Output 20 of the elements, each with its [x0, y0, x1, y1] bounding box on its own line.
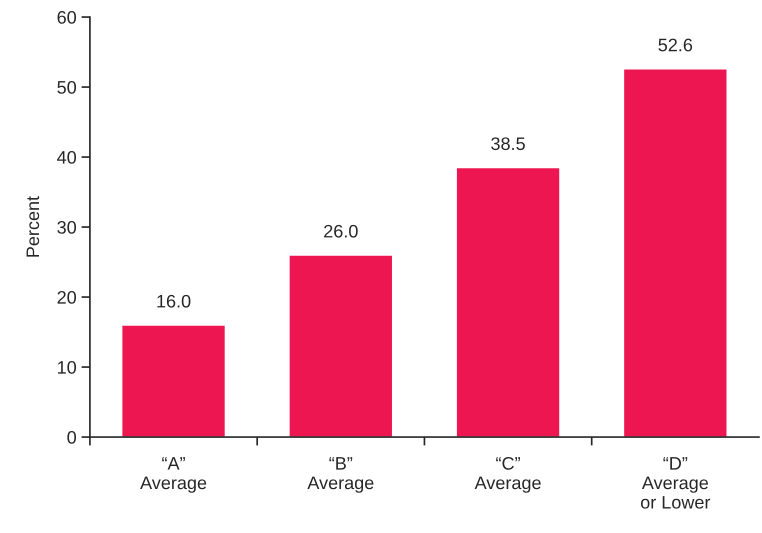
- y-tick-label: 30: [57, 220, 76, 234]
- x-tick-label: “B” Average: [307, 457, 374, 493]
- data-label: 52.6: [658, 38, 692, 52]
- y-tick-label: 60: [58, 10, 76, 24]
- y-axis-title: Percent: [26, 196, 40, 257]
- y-tick-label: 20: [58, 290, 76, 304]
- x-tick-label: “C” Average: [474, 456, 541, 493]
- bar: [622, 68, 728, 438]
- x-tick-label: “D” Average or Lower: [640, 457, 710, 509]
- bar: [288, 254, 394, 438]
- x-tick-label: “A” Average: [140, 457, 206, 493]
- y-tick-label: 0: [67, 430, 76, 444]
- bar: [456, 166, 561, 438]
- y-tick-label: 40: [57, 150, 76, 164]
- y-tick-label: 50: [57, 80, 76, 94]
- data-label: 26.0: [324, 224, 358, 238]
- bar: [121, 324, 226, 438]
- y-tick-label: 10: [58, 360, 76, 374]
- data-label: 38.5: [491, 137, 525, 150]
- data-label: 16.0: [157, 294, 190, 308]
